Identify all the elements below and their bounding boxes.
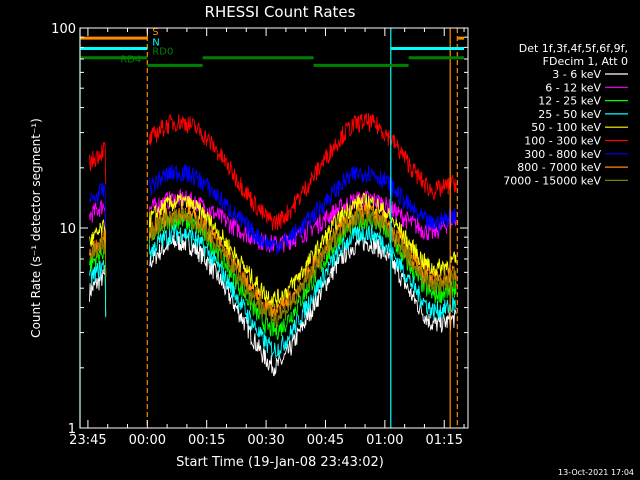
legend-label-7: 300 - 800 keV — [524, 148, 601, 161]
series-line-2-segment-1 — [89, 200, 107, 236]
x-tick-label: 00:45 — [307, 433, 344, 448]
legend-header-detectors: Det 1f,3f,4f,5f,6f,9f, — [519, 42, 628, 55]
flag-label-rd0: RD0 — [152, 47, 173, 58]
series-line-6-segment-2 — [148, 112, 457, 231]
series-line-5-segment-2 — [148, 192, 457, 309]
series-line-7-segment-1 — [89, 182, 107, 231]
x-tick-label: 01:15 — [426, 433, 463, 448]
series-line-9-segment-2 — [148, 207, 457, 329]
series-line-6-segment-1 — [89, 142, 107, 185]
legend-label-8: 800 - 7000 keV — [517, 161, 601, 174]
y-tick-label: 100 — [51, 22, 76, 37]
flag-label-rd4: RD4 — [120, 54, 141, 65]
x-tick-label: 00:30 — [247, 433, 284, 448]
x-tick-label: 00:00 — [129, 433, 166, 448]
flag-label-n: N — [152, 37, 159, 48]
legend-label-1: 3 - 6 keV — [552, 68, 601, 81]
legend: Det 1f,3f,4f,5f,6f,9f, FDecim 1, Att 0 3… — [503, 42, 628, 187]
flag-label-s: S — [152, 27, 158, 38]
x-tick-label: 00:15 — [188, 433, 225, 448]
series-line-7-segment-2 — [148, 164, 457, 255]
legend-label-4: 25 - 50 keV — [538, 108, 601, 121]
series-line-2-segment-2 — [148, 188, 457, 253]
legend-label-6: 100 - 300 keV — [524, 135, 601, 148]
legend-label-2: 6 - 12 keV — [545, 81, 601, 94]
axis-ticks: 23:45 00:00 00:15 00:30 00:45 01:00 01:15 1 10 10… — [51, 22, 468, 448]
x-tick-label: 01:00 — [366, 433, 403, 448]
series-line-4-segment-1 — [89, 260, 107, 318]
legend-header-decimation: FDecim 1, Att 0 — [543, 55, 628, 68]
series-line-9-segment-1 — [89, 236, 107, 277]
x-tick-label: 23:45 — [69, 433, 106, 448]
series-layer — [89, 112, 457, 377]
legend-label-5: 50 - 100 keV — [531, 121, 601, 134]
chart-title: RHESSI Count Rates — [205, 3, 356, 21]
legend-label-9: 7000 - 15000 keV — [503, 174, 601, 187]
series-line-4-segment-2 — [148, 224, 457, 359]
plot-frame — [79, 27, 469, 429]
y-tick-label: 1 — [68, 422, 76, 437]
series-line-1-segment-2 — [149, 233, 457, 377]
legend-label-3: 12 - 25 keV — [538, 95, 601, 108]
plot-timestamp: 13-Oct-2021 17:04 — [558, 468, 634, 477]
series-line-5-segment-1 — [89, 219, 107, 277]
y-tick-label: 10 — [59, 222, 76, 237]
series-line-1-segment-1 — [89, 267, 107, 317]
x-axis-label: Start Time (19-Jan-08 23:43:02) — [176, 455, 384, 470]
y-axis-label: Count Rate (s⁻¹ detector segment⁻¹) — [29, 118, 43, 338]
